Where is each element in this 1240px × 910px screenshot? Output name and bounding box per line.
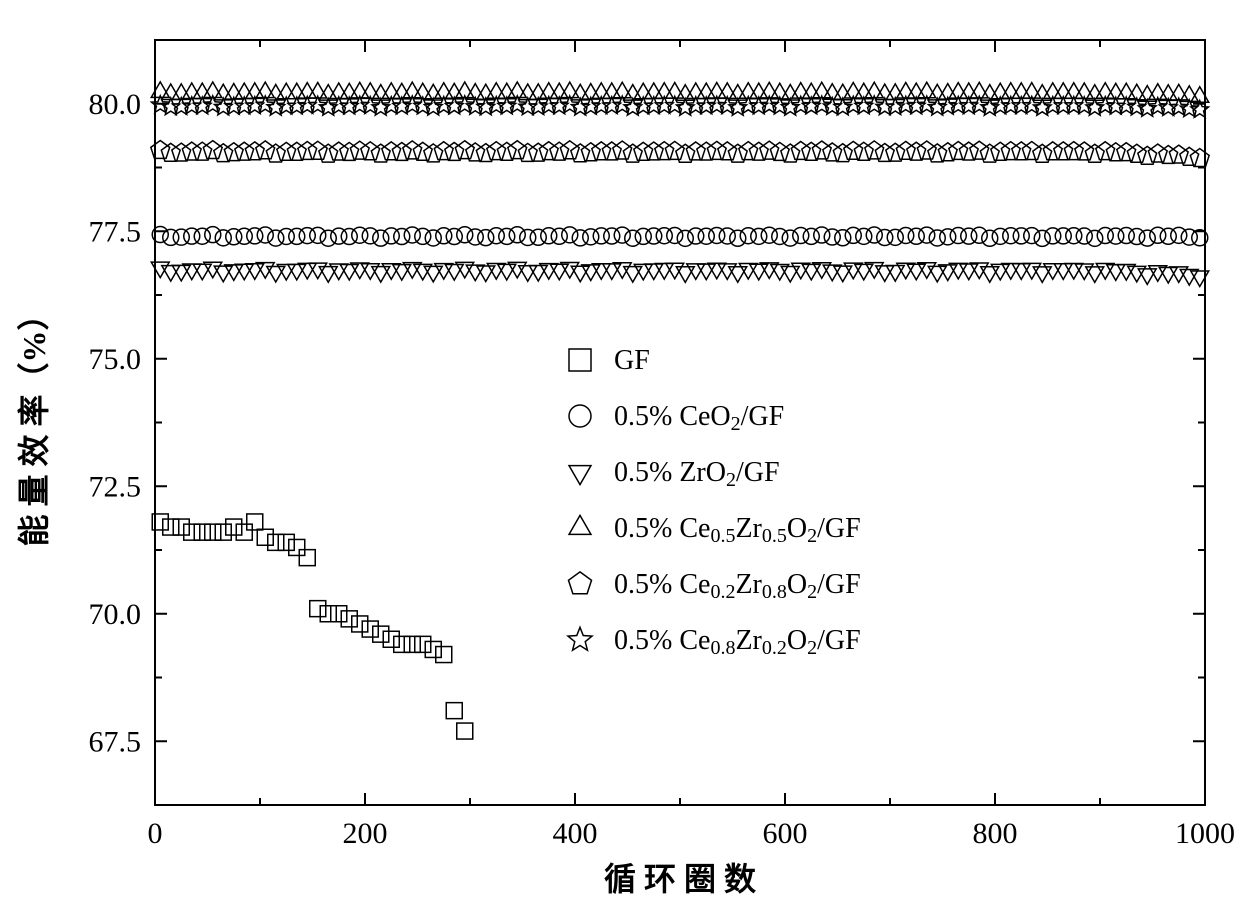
svg-text:67.5: 67.5 [89, 725, 142, 758]
scatter-chart: 0 200 400 600 800 1000 67.5 70.0 72.5 75.0 77.5 80.… [0, 0, 1240, 910]
svg-text:77.5: 77.5 [89, 215, 142, 248]
svg-text:600: 600 [763, 817, 808, 850]
svg-text:0: 0 [148, 817, 163, 850]
svg-text:0.5% Ce0.2Zr0.8O2/GF: 0.5% Ce0.2Zr0.8O2/GF [614, 569, 861, 603]
svg-text:0.5% Ce0.5Zr0.5O2/GF: 0.5% Ce0.5Zr0.5O2/GF [614, 513, 861, 547]
svg-text:800: 800 [973, 817, 1018, 850]
svg-text:80.0: 80.0 [89, 88, 142, 121]
svg-text:GF: GF [614, 345, 650, 376]
svg-text:能 量 效 率（%）: 能 量 效 率（%） [16, 298, 52, 546]
svg-text:70.0: 70.0 [89, 598, 142, 631]
svg-text:1000: 1000 [1175, 817, 1235, 850]
svg-text:循 环 圈 数: 循 环 圈 数 [604, 861, 757, 897]
svg-text:400: 400 [553, 817, 598, 850]
svg-text:75.0: 75.0 [89, 343, 142, 376]
svg-text:0.5% ZrO2/GF: 0.5% ZrO2/GF [614, 457, 780, 491]
svg-text:200: 200 [343, 817, 388, 850]
svg-text:0.5% Ce0.8Zr0.2O2/GF: 0.5% Ce0.8Zr0.2O2/GF [614, 625, 861, 659]
chart-container: 0 200 400 600 800 1000 67.5 70.0 72.5 75.0 77.5 80.… [0, 0, 1240, 910]
svg-text:72.5: 72.5 [89, 470, 142, 503]
svg-text:0.5% CeO2/GF: 0.5% CeO2/GF [614, 401, 784, 435]
